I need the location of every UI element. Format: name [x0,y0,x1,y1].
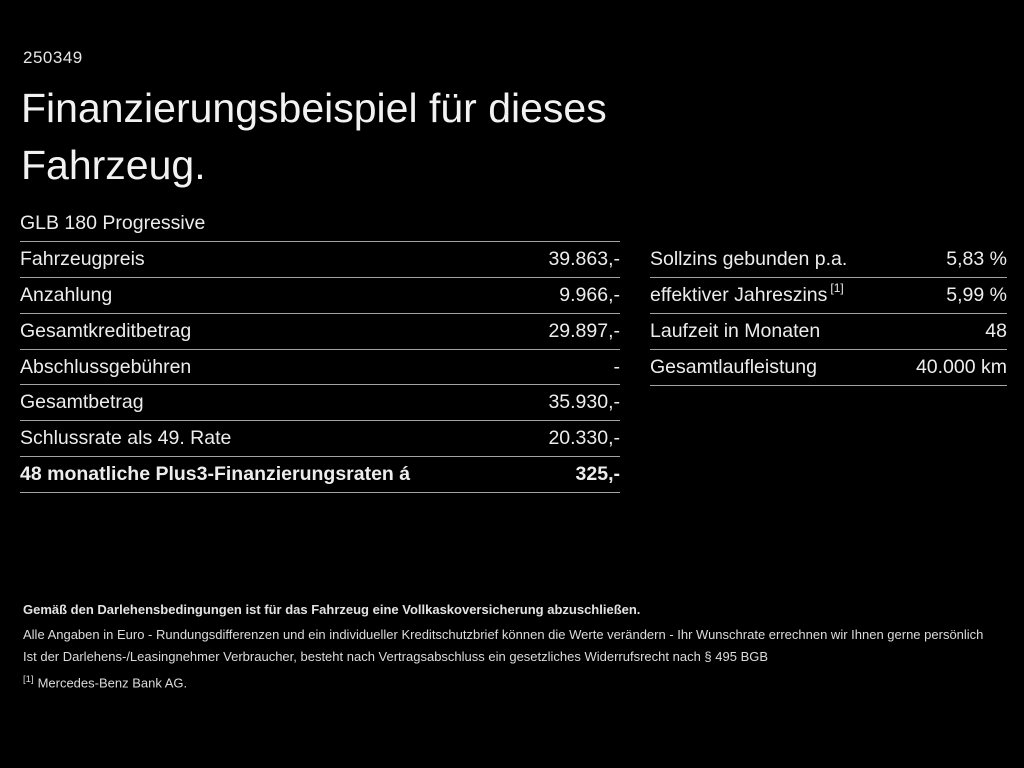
footnote-marker: [1] [23,674,34,685]
finance-row-monatsrate: 48 monatliche Plus3-Finanzierungsraten á… [20,457,620,494]
conditions-row-laufzeit: Laufzeit in Monaten 48 [650,314,1007,350]
conditions-row-gesamtlaufleistung: Gesamtlaufleistung 40.000 km [650,350,1007,386]
finance-row-schlussrate: Schlussrate als 49. Rate 20.330,- [20,421,620,458]
finance-table: GLB 180 Progressive Fahrzeugpreis 39.863… [20,206,620,494]
row-label: Laufzeit in Monaten [650,319,821,342]
disclaimer-line-2: Ist der Darlehens-/Leasingnehmer Verbrau… [23,649,769,664]
row-value: 9.966,- [559,283,620,306]
row-label: 48 monatliche Plus3-Finanzierungsraten á [20,463,411,486]
row-value: 48 [985,319,1007,342]
row-label: Schlussrate als 49. Rate [20,427,232,450]
row-label: Gesamtbetrag [20,391,144,414]
row-label: Gesamtlaufleistung [650,355,817,378]
finance-row-gesamtkreditbetrag: Gesamtkreditbetrag 29.897,- [20,314,620,350]
vehicle-model-row: GLB 180 Progressive [20,206,620,242]
footnote: [1] Mercedes-Benz Bank AG. [23,672,1003,690]
row-label: effektiver Jahreszins [1] [650,281,844,306]
row-value: 29.897,- [548,319,620,342]
row-value: - [613,355,621,378]
disclaimer-line-1: Alle Angaben in Euro - Rundungsdifferenz… [23,627,984,642]
ref-number: 250349 [23,48,83,67]
row-value: 5,99 % [946,283,1007,306]
conditions-table: Sollzins gebunden p.a. 5,83 % effektiver… [650,242,1007,386]
row-value: 39.863,- [548,247,620,270]
row-value: 5,83 % [946,247,1007,270]
row-value: 40.000 km [915,355,1007,378]
finance-row-abschlussgebuehren: Abschlussgebühren - [20,350,620,386]
page-title: Finanzierungsbeispiel für dieses Fahrzeu… [21,85,607,188]
finance-row-anzahlung: Anzahlung 9.966,- [20,278,620,314]
row-label: Gesamtkreditbetrag [20,319,192,342]
footnote-marker: [1] [830,281,844,296]
row-label: Abschlussgebühren [20,355,192,378]
row-label: Fahrzeugpreis [20,247,145,270]
row-label: Anzahlung [20,283,113,306]
footnote-text: Mercedes-Benz Bank AG. [37,675,188,691]
conditions-row-effektiver-jahreszins: effektiver Jahreszins [1] 5,99 % [650,278,1007,314]
row-value: 20.330,- [548,427,620,450]
insurance-note: Gemäß den Darlehensbedingungen ist für d… [23,602,641,617]
finance-row-gesamtbetrag: Gesamtbetrag 35.930,- [20,385,620,422]
vehicle-model: GLB 180 Progressive [20,211,206,234]
finance-row-fahrzeugpreis: Fahrzeugpreis 39.863,- [20,242,620,278]
row-value: 35.930,- [548,391,620,414]
conditions-row-sollzins: Sollzins gebunden p.a. 5,83 % [650,242,1007,278]
row-value: 325,- [575,463,620,486]
row-label: Sollzins gebunden p.a. [650,247,848,270]
